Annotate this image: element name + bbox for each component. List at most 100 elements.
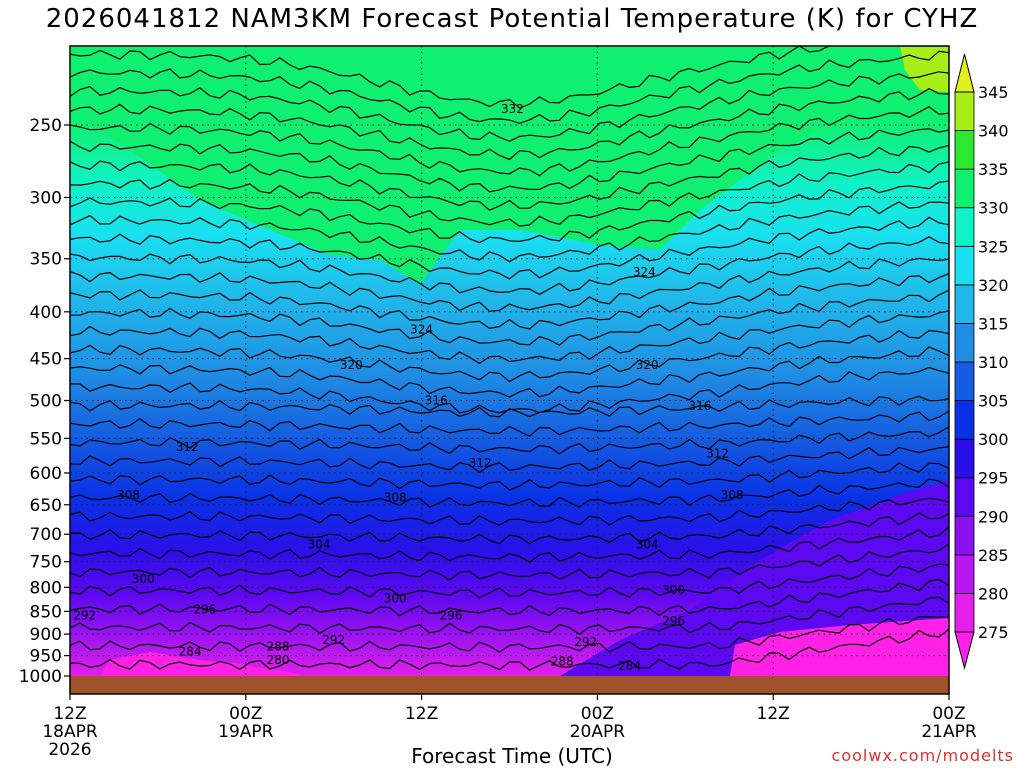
colorbar-label: 315 [978,314,1009,333]
contour-label: 308 [721,488,744,502]
contour-label: 292 [73,609,96,623]
colorbar-band [954,593,975,633]
y-tick-label: 650 [30,496,62,516]
contour-label: 296 [662,614,685,628]
contour-line [70,578,949,617]
contour-label: 316 [425,394,448,408]
contour-label: 300 [662,583,685,597]
contour-line [70,563,949,599]
x-tick-label: 12Z [53,704,86,724]
colorbar-label: 305 [978,392,1009,411]
y-tick-label: 900 [30,625,62,645]
colorbar-band [954,477,975,517]
colorbar-band [954,207,975,247]
x-axis-label: Forecast Time (UTC) [411,744,613,768]
contour-line [70,462,949,491]
contour-line [70,216,949,280]
contour-label: 284 [618,659,641,673]
chart-title: 2026041812 NAM3KM Forecast Potential Tem… [45,4,979,34]
colorbar-label: 275 [978,623,1009,642]
y-tick-label: 700 [30,525,62,545]
contour-label: 320 [340,358,363,372]
x-tick-label: 00Z [229,704,262,724]
contour-label: 324 [633,265,656,279]
contour-line [70,446,949,474]
colorbar-label: 300 [978,430,1009,449]
contour-line [70,180,949,244]
contour-label: 312 [469,456,492,470]
contour-line [70,512,949,545]
y-tick-label: 1000 [19,667,62,687]
y-axis: 250 300 350 400 450 500 550 600 650 700 750 800 850 9… [19,116,70,687]
contour-line [70,426,949,455]
y-tick-label: 300 [30,188,62,208]
contour-line [70,71,949,142]
contour-line [70,161,949,227]
upper-green-region [70,46,949,285]
colorbar-low-arrow [954,631,975,670]
colorbar-high-arrow [954,53,975,93]
contour-label: 288 [267,639,290,653]
colorbar-band [954,515,975,556]
cold-surface-region-left [100,652,300,676]
y-tick-label: 850 [30,602,62,622]
x-tick-label: 21APR [921,722,977,742]
y-tick-label: 250 [30,116,62,136]
y-tick-label: 550 [30,429,62,449]
contour-line [70,478,949,508]
contour-lines [70,46,949,671]
x-tick-label: 12Z [405,704,438,724]
contour-line [70,596,949,635]
contour-label: 304 [636,537,659,551]
contour-label: 332 [501,102,524,116]
colorbar-band [954,323,975,363]
colorbar-label: 310 [978,353,1009,372]
colorbar-label: 295 [978,469,1009,488]
colorbar-label: 340 [978,122,1009,141]
contour-line [70,273,949,330]
x-tick-label: 12Z [757,704,790,724]
x-tick-label: 2026 [48,740,91,760]
colorbar-band [954,554,975,594]
colorbar-band [954,91,975,131]
colorbar-label: 280 [978,584,1009,603]
contour-line [70,410,949,437]
contour-label: 296 [439,609,462,623]
contour-label: 320 [636,358,659,372]
contour-label: 292 [322,633,345,647]
contour-line [70,628,949,671]
contour-line [70,346,949,398]
contour-line [70,201,949,263]
contour-label: 280 [267,653,290,667]
contour-line [70,310,949,365]
contour-line [70,105,949,177]
y-tick-label: 950 [30,647,62,667]
y-tick-label: 800 [30,578,62,598]
contour-label: 308 [117,488,140,502]
colorbar-band [954,130,975,170]
contour-line [70,257,949,312]
contour-label: 288 [551,654,574,668]
y-tick-label: 600 [30,464,62,484]
colorbar-label: 325 [978,237,1009,256]
contour-line [70,366,949,414]
contour-label: 308 [384,490,407,504]
x-tick-label: 00Z [581,704,614,724]
contour-line [70,329,949,383]
plot-frame [69,45,950,695]
contour-label: 296 [193,603,216,617]
y-tick-label: 350 [30,250,62,270]
colorbar-label: 285 [978,546,1009,565]
contour-line [70,497,949,526]
x-tick-label: 00Z [932,704,965,724]
contour-label: 316 [688,399,711,413]
contour-label: 312 [706,446,729,460]
colorbar-band [954,245,975,286]
colorbar-label: 290 [978,507,1009,526]
colorbar-band [954,361,975,401]
colorbar-band [954,438,975,479]
warm-top-right-region [900,46,949,92]
colorbar-band [954,168,975,209]
